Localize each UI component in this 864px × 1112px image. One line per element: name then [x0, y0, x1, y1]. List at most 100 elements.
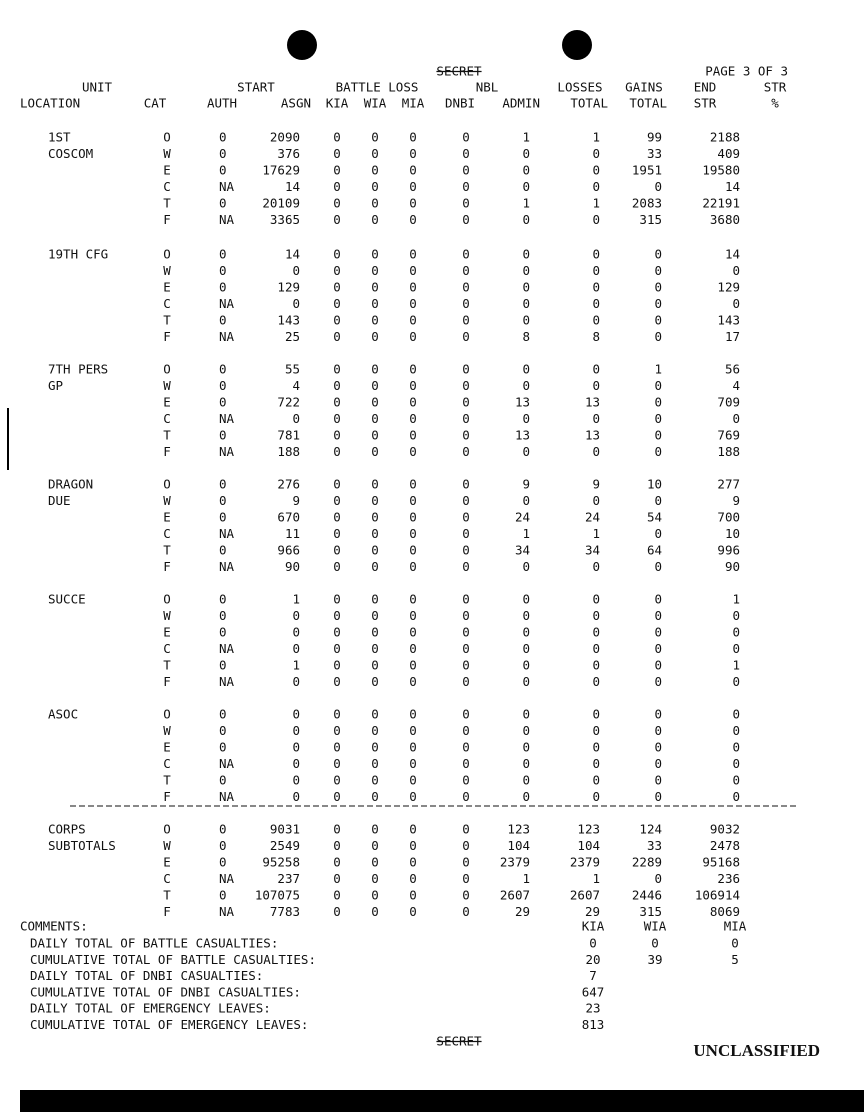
cell: 0 [654, 707, 662, 722]
unit-name: SUBTOTALS [48, 838, 116, 853]
cell: 0 [333, 362, 341, 377]
cell: 0 [522, 625, 530, 640]
cell: 106914 [695, 888, 740, 903]
category: W [163, 263, 171, 278]
cell: 0 [654, 674, 662, 689]
cell: NA [219, 871, 235, 886]
cell: 0 [371, 329, 379, 344]
cell: 0 [371, 723, 379, 738]
cell: 0 [522, 658, 530, 673]
cell: 0 [333, 608, 341, 623]
cell: 0 [219, 263, 227, 278]
cell: 0 [522, 179, 530, 194]
cell: 709 [717, 395, 740, 410]
cell: 1 [592, 130, 600, 145]
cell: 0 [592, 740, 600, 755]
category: F [163, 329, 171, 344]
cell: 0 [333, 146, 341, 161]
cell: 0 [462, 707, 470, 722]
cell: 0 [522, 773, 530, 788]
cell: 0 [654, 378, 662, 393]
cell: 0 [654, 329, 662, 344]
cell: 11 [285, 526, 300, 541]
cell: 0 [371, 707, 379, 722]
column-header: WIA [364, 96, 387, 111]
unit-name: 1ST [48, 130, 71, 145]
cell: 0 [522, 163, 530, 178]
cell: 1 [592, 196, 600, 211]
cell: 0 [592, 559, 600, 574]
cell: 0 [462, 756, 470, 771]
cell: 1 [522, 526, 530, 541]
cell: 0 [522, 707, 530, 722]
cell: 0 [522, 493, 530, 508]
cell: 0 [654, 313, 662, 328]
category: W [163, 608, 171, 623]
category: E [163, 625, 171, 640]
cell: 0 [592, 313, 600, 328]
cell: 0 [592, 658, 600, 673]
category: E [163, 163, 171, 178]
cell: 0 [219, 493, 227, 508]
cell: 722 [277, 395, 300, 410]
cell: 2446 [632, 888, 662, 903]
cell: 0 [654, 641, 662, 656]
cell: 1 [292, 592, 300, 607]
cell: 0 [592, 280, 600, 295]
cell: 315 [639, 212, 662, 227]
cell: 236 [717, 871, 740, 886]
footer-classification: SECRET [436, 1034, 482, 1049]
cell: 8 [522, 329, 530, 344]
cell: 0 [462, 658, 470, 673]
cell: 0 [462, 444, 470, 459]
cell: 188 [277, 444, 300, 459]
cell: 0 [592, 592, 600, 607]
comment-value: 7 [589, 968, 597, 983]
cell: 0 [462, 329, 470, 344]
cell: 0 [592, 212, 600, 227]
cell: 0 [654, 756, 662, 771]
cell: 0 [732, 296, 740, 311]
cell: NA [219, 756, 235, 771]
cell: 0 [462, 641, 470, 656]
cell: 3365 [270, 212, 300, 227]
cell: 0 [522, 444, 530, 459]
cell: 0 [371, 130, 379, 145]
cell: 0 [409, 146, 417, 161]
cell: 0 [219, 196, 227, 211]
cell: 0 [333, 329, 341, 344]
cell: 13 [515, 428, 530, 443]
cell: 0 [522, 723, 530, 738]
cell: 0 [333, 510, 341, 525]
cell: 0 [592, 773, 600, 788]
cell: 0 [522, 378, 530, 393]
column-header: KIA [326, 96, 349, 111]
cell: 0 [333, 773, 341, 788]
cell: 25 [285, 329, 300, 344]
cell: 0 [409, 163, 417, 178]
cell: 0 [333, 625, 341, 640]
cell: 0 [333, 707, 341, 722]
cell: 0 [371, 855, 379, 870]
comment-value: 0 [651, 936, 659, 951]
cell: 0 [333, 888, 341, 903]
cell: 0 [371, 444, 379, 459]
cell: 0 [333, 263, 341, 278]
cell: 0 [371, 395, 379, 410]
category: O [163, 822, 171, 837]
cell: 0 [409, 395, 417, 410]
column-header: LOSSES [557, 80, 602, 95]
cell: 0 [292, 641, 300, 656]
cell: 0 [592, 444, 600, 459]
cell: 2379 [570, 855, 600, 870]
cell: 0 [333, 756, 341, 771]
cell: NA [219, 789, 235, 804]
cell: 0 [592, 625, 600, 640]
cell: 0 [219, 313, 227, 328]
cell: 0 [333, 280, 341, 295]
comments-title: COMMENTS: [20, 919, 88, 934]
cell: 10 [647, 477, 662, 492]
comment-value: 39 [647, 952, 662, 967]
